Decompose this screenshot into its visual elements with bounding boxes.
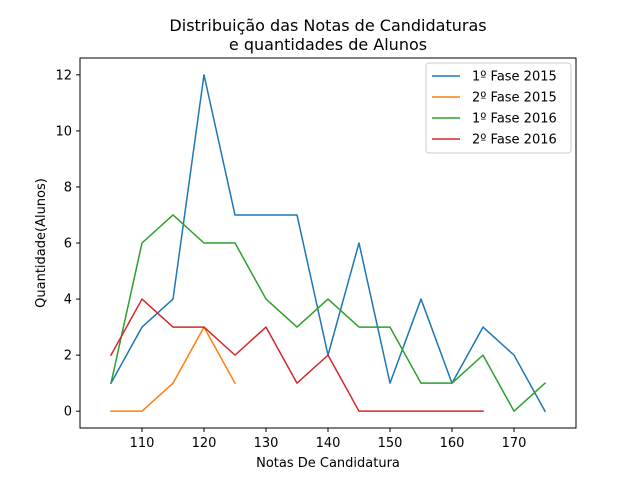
chart-title-line-2: e quantidades de Alunos (229, 35, 427, 54)
x-tick-label: 160 (440, 436, 465, 451)
plot-area (109, 74, 547, 413)
y-tick-label: 4 (64, 293, 72, 308)
y-tick-label: 12 (55, 68, 72, 83)
legend-entry-label: 1º Fase 2016 (472, 112, 557, 127)
legend: 1º Fase 2015 2º Fase 2015 1º Fase 2016 2º F… (425, 62, 572, 154)
x-axis-label: Notas De Candidatura (256, 456, 400, 471)
x-tick-label: 120 (192, 436, 217, 451)
x-tick-label: 110 (130, 436, 155, 451)
legend-entry-label: 2º Fase 2016 (472, 133, 557, 148)
x-tick-label: 150 (378, 436, 403, 451)
legend-box (425, 62, 572, 154)
y-tick-label: 2 (64, 349, 72, 364)
y-tick-label: 0 (64, 405, 72, 420)
legend-entry-label: 2º Fase 2015 (472, 91, 557, 106)
series-line-3 (110, 214, 547, 412)
series-line-4 (109, 298, 484, 412)
x-tick-label: 130 (254, 436, 279, 451)
chart-title-line-1: Distribuição das Notas de Candidaturas (169, 16, 486, 35)
series-line-2 (110, 326, 237, 412)
y-tick-label: 8 (64, 180, 72, 195)
x-tick-label: 140 (316, 436, 341, 451)
legend-entry-label: 1º Fase 2015 (472, 70, 557, 85)
y-tick-label: 6 (64, 237, 72, 252)
y-axis: 0 2 4 6 8 10 12 (55, 68, 80, 420)
y-axis-label: Quantidade(Alunos) (34, 178, 49, 308)
x-axis: 110 120 130 140 150 160 170 (130, 428, 527, 451)
y-tick-label: 10 (55, 124, 72, 139)
x-tick-label: 170 (502, 436, 527, 451)
